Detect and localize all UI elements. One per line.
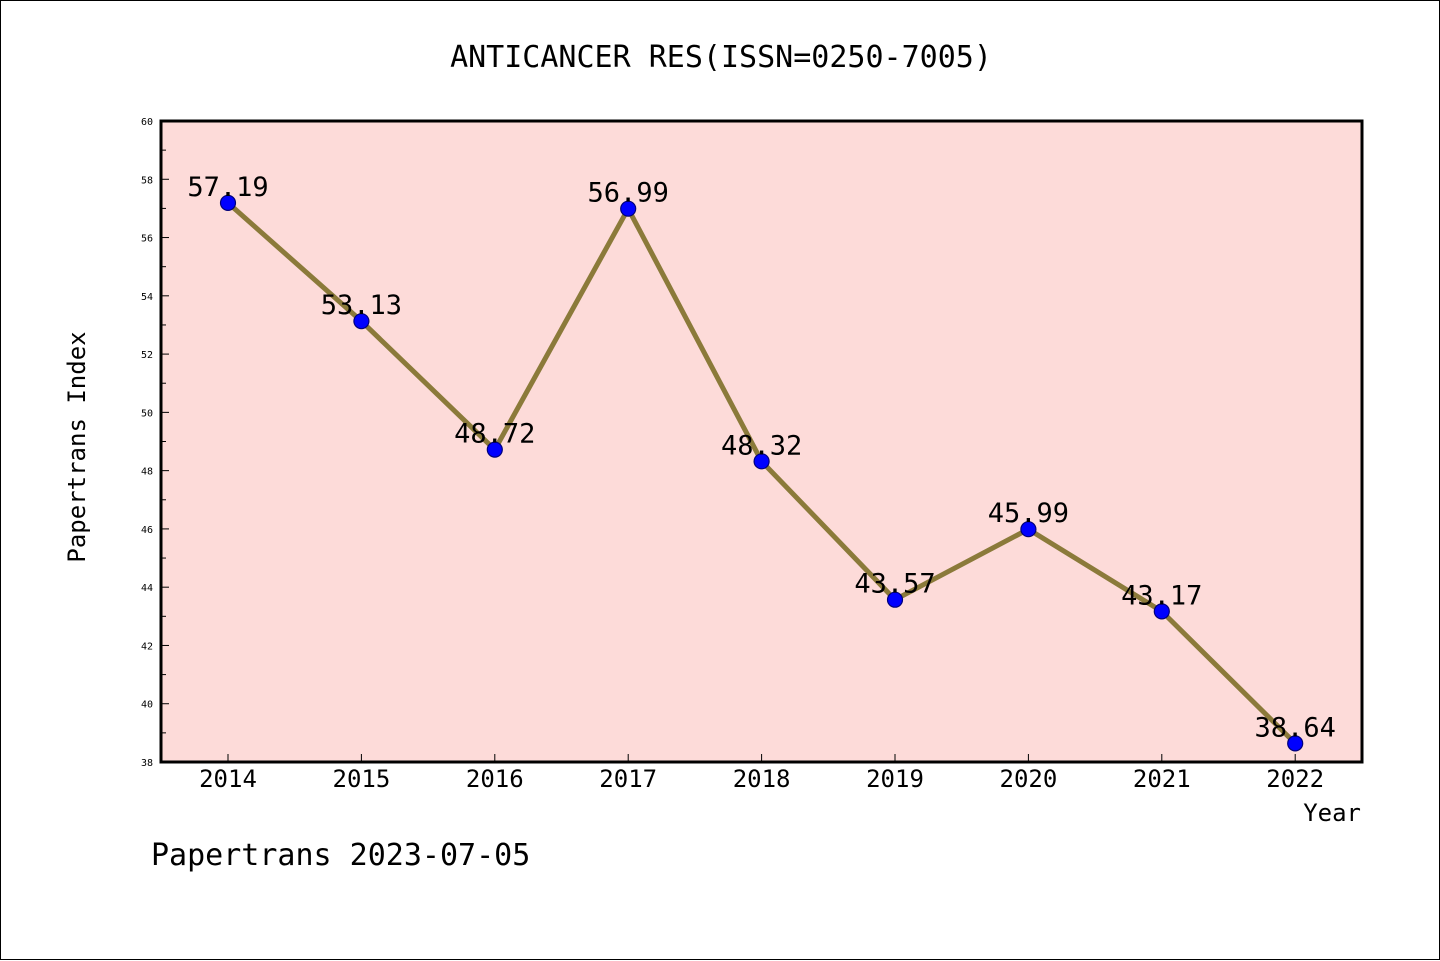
data-labels: 57.19 53.13 48.72 56.99 48.32 43.57 45.99 43.17…: [187, 172, 1335, 743]
y-tick-label: 42: [141, 641, 153, 652]
data-point: [1020, 521, 1037, 538]
data-point: [486, 441, 503, 458]
x-tick-label: 2021: [1133, 765, 1191, 793]
y-tick-label: 48: [141, 467, 153, 478]
y-tick-label: 46: [141, 525, 153, 536]
data-point: [886, 591, 904, 608]
data-label: 45.99: [988, 498, 1069, 529]
data-label: 48.72: [454, 419, 535, 450]
y-tick-label: 50: [141, 408, 153, 419]
y-tick-label: 60: [141, 117, 153, 128]
data-label: 43.17: [1121, 580, 1202, 611]
y-tick-label: 56: [141, 234, 153, 245]
data-point: [753, 453, 770, 470]
data-label: 38.64: [1255, 712, 1336, 743]
x-tick-label: 2014: [199, 765, 257, 793]
x-axis-label: Year: [1303, 799, 1361, 827]
x-tick-label: 2018: [733, 765, 791, 793]
data-point: [1153, 603, 1170, 620]
data-point: [1287, 735, 1304, 752]
y-tick-label: 54: [141, 292, 153, 303]
data-point: [353, 313, 370, 330]
x-axis-ticks: 2014 2015 2016 2017 2018 2019 2020 2021 2022: [199, 754, 1324, 793]
plot-area: [159, 119, 1364, 764]
data-label: 53.13: [321, 290, 402, 321]
y-tick-label: 58: [141, 175, 153, 186]
x-tick-label: 2016: [466, 765, 524, 793]
x-tick-label: 2017: [599, 765, 657, 793]
data-label: 48.32: [721, 430, 802, 461]
y-axis-label: Papertrans Index: [63, 331, 91, 562]
data-label: 43.57: [854, 569, 935, 600]
x-tick-label: 2022: [1266, 765, 1324, 793]
y-tick-label: 40: [141, 700, 153, 711]
data-label: 57.19: [187, 172, 268, 203]
y-tick-label: 52: [141, 350, 153, 361]
y-tick-label: 44: [141, 583, 153, 594]
series-markers: [219, 194, 1304, 752]
data-label: 56.99: [588, 178, 669, 209]
x-tick-label: 2020: [1000, 765, 1058, 793]
y-axis-ticks: 38 40 42 44 46 48 50 52 54 56 58 60: [141, 117, 169, 769]
x-tick-label: 2019: [866, 765, 924, 793]
chart-title: ANTICANCER RES(ISSN=0250-7005): [450, 40, 992, 75]
x-tick-label: 2015: [333, 765, 391, 793]
data-point: [219, 194, 237, 211]
y-tick-label: 38: [141, 758, 153, 769]
footer-text: Papertrans 2023-07-05: [151, 838, 530, 873]
data-point: [620, 200, 637, 217]
